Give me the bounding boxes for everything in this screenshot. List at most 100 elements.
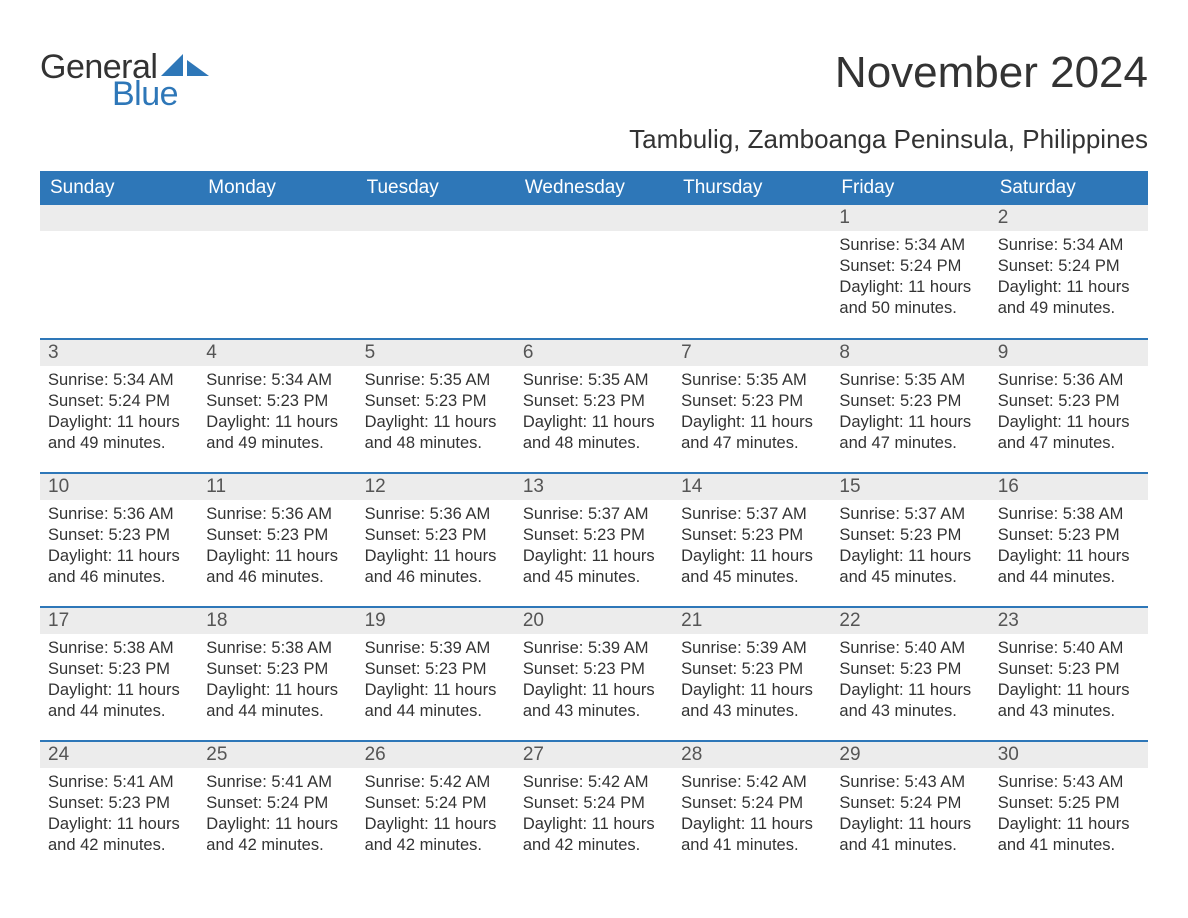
calendar-day-cell: 12Sunrise: 5:36 AMSunset: 5:23 PMDayligh… — [357, 473, 515, 607]
day-number — [673, 205, 831, 231]
day-details: Sunrise: 5:34 AMSunset: 5:23 PMDaylight:… — [198, 366, 356, 462]
day-number: 26 — [357, 742, 515, 768]
day-details: Sunrise: 5:39 AMSunset: 5:23 PMDaylight:… — [357, 634, 515, 730]
day-details: Sunrise: 5:42 AMSunset: 5:24 PMDaylight:… — [673, 768, 831, 864]
sunset-line: Sunset: 5:23 PM — [48, 525, 190, 546]
day-details: Sunrise: 5:37 AMSunset: 5:23 PMDaylight:… — [673, 500, 831, 596]
daylight-line: Daylight: 11 hours and 47 minutes. — [839, 412, 981, 454]
weekday-header: Monday — [198, 171, 356, 205]
calendar-day-cell: 17Sunrise: 5:38 AMSunset: 5:23 PMDayligh… — [40, 607, 198, 741]
day-number: 1 — [831, 205, 989, 231]
weekday-header: Thursday — [673, 171, 831, 205]
day-number: 20 — [515, 608, 673, 634]
daylight-line: Daylight: 11 hours and 48 minutes. — [365, 412, 507, 454]
sunrise-line: Sunrise: 5:35 AM — [523, 370, 665, 391]
day-details: Sunrise: 5:36 AMSunset: 5:23 PMDaylight:… — [357, 500, 515, 596]
sunset-line: Sunset: 5:23 PM — [365, 391, 507, 412]
sunset-line: Sunset: 5:23 PM — [365, 659, 507, 680]
day-details: Sunrise: 5:35 AMSunset: 5:23 PMDaylight:… — [831, 366, 989, 462]
day-details: Sunrise: 5:39 AMSunset: 5:23 PMDaylight:… — [515, 634, 673, 730]
calendar-day-cell: 6Sunrise: 5:35 AMSunset: 5:23 PMDaylight… — [515, 339, 673, 473]
daylight-line: Daylight: 11 hours and 49 minutes. — [206, 412, 348, 454]
calendar-day-cell: 16Sunrise: 5:38 AMSunset: 5:23 PMDayligh… — [990, 473, 1148, 607]
day-details: Sunrise: 5:36 AMSunset: 5:23 PMDaylight:… — [990, 366, 1148, 462]
day-details: Sunrise: 5:37 AMSunset: 5:23 PMDaylight:… — [831, 500, 989, 596]
day-number: 19 — [357, 608, 515, 634]
day-number: 30 — [990, 742, 1148, 768]
calendar-day-cell: 14Sunrise: 5:37 AMSunset: 5:23 PMDayligh… — [673, 473, 831, 607]
page-title: November 2024 — [835, 48, 1148, 98]
day-number: 8 — [831, 340, 989, 366]
calendar-day-cell — [673, 205, 831, 339]
calendar-day-cell — [515, 205, 673, 339]
day-number: 5 — [357, 340, 515, 366]
daylight-line: Daylight: 11 hours and 45 minutes. — [839, 546, 981, 588]
sunrise-line: Sunrise: 5:35 AM — [681, 370, 823, 391]
daylight-line: Daylight: 11 hours and 49 minutes. — [48, 412, 190, 454]
calendar-day-cell: 22Sunrise: 5:40 AMSunset: 5:23 PMDayligh… — [831, 607, 989, 741]
calendar-day-cell: 4Sunrise: 5:34 AMSunset: 5:23 PMDaylight… — [198, 339, 356, 473]
day-number: 29 — [831, 742, 989, 768]
calendar-day-cell: 13Sunrise: 5:37 AMSunset: 5:23 PMDayligh… — [515, 473, 673, 607]
day-number: 10 — [40, 474, 198, 500]
day-number — [40, 205, 198, 231]
daylight-line: Daylight: 11 hours and 48 minutes. — [523, 412, 665, 454]
calendar-day-cell: 1Sunrise: 5:34 AMSunset: 5:24 PMDaylight… — [831, 205, 989, 339]
calendar-day-cell: 2Sunrise: 5:34 AMSunset: 5:24 PMDaylight… — [990, 205, 1148, 339]
day-details: Sunrise: 5:35 AMSunset: 5:23 PMDaylight:… — [515, 366, 673, 462]
sunrise-line: Sunrise: 5:41 AM — [48, 772, 190, 793]
day-number: 21 — [673, 608, 831, 634]
day-details: Sunrise: 5:34 AMSunset: 5:24 PMDaylight:… — [40, 366, 198, 462]
sunrise-line: Sunrise: 5:39 AM — [365, 638, 507, 659]
calendar-week-row: 17Sunrise: 5:38 AMSunset: 5:23 PMDayligh… — [40, 607, 1148, 741]
header-row: General Blue November 2024 — [40, 48, 1148, 114]
sunset-line: Sunset: 5:23 PM — [523, 391, 665, 412]
day-number: 24 — [40, 742, 198, 768]
calendar-day-cell: 24Sunrise: 5:41 AMSunset: 5:23 PMDayligh… — [40, 741, 198, 875]
day-number: 12 — [357, 474, 515, 500]
day-number: 3 — [40, 340, 198, 366]
daylight-line: Daylight: 11 hours and 44 minutes. — [206, 680, 348, 722]
sunset-line: Sunset: 5:24 PM — [206, 793, 348, 814]
sunrise-line: Sunrise: 5:34 AM — [206, 370, 348, 391]
sunset-line: Sunset: 5:23 PM — [839, 391, 981, 412]
day-number: 23 — [990, 608, 1148, 634]
daylight-line: Daylight: 11 hours and 43 minutes. — [523, 680, 665, 722]
day-number: 27 — [515, 742, 673, 768]
daylight-line: Daylight: 11 hours and 44 minutes. — [365, 680, 507, 722]
daylight-line: Daylight: 11 hours and 41 minutes. — [998, 814, 1140, 856]
calendar-page: General Blue November 2024 Tambulig, Zam… — [0, 0, 1188, 915]
calendar-day-cell: 7Sunrise: 5:35 AMSunset: 5:23 PMDaylight… — [673, 339, 831, 473]
daylight-line: Daylight: 11 hours and 43 minutes. — [681, 680, 823, 722]
day-number — [357, 205, 515, 231]
calendar-week-row: 1Sunrise: 5:34 AMSunset: 5:24 PMDaylight… — [40, 205, 1148, 339]
sunrise-line: Sunrise: 5:36 AM — [365, 504, 507, 525]
day-details: Sunrise: 5:38 AMSunset: 5:23 PMDaylight:… — [40, 634, 198, 730]
sunrise-line: Sunrise: 5:37 AM — [523, 504, 665, 525]
day-number: 7 — [673, 340, 831, 366]
daylight-line: Daylight: 11 hours and 42 minutes. — [206, 814, 348, 856]
location-subtitle: Tambulig, Zamboanga Peninsula, Philippin… — [40, 124, 1148, 155]
calendar-day-cell: 30Sunrise: 5:43 AMSunset: 5:25 PMDayligh… — [990, 741, 1148, 875]
daylight-line: Daylight: 11 hours and 42 minutes. — [365, 814, 507, 856]
sunrise-line: Sunrise: 5:36 AM — [998, 370, 1140, 391]
daylight-line: Daylight: 11 hours and 42 minutes. — [48, 814, 190, 856]
day-number: 22 — [831, 608, 989, 634]
calendar-day-cell — [357, 205, 515, 339]
day-number: 13 — [515, 474, 673, 500]
day-details: Sunrise: 5:35 AMSunset: 5:23 PMDaylight:… — [357, 366, 515, 462]
daylight-line: Daylight: 11 hours and 45 minutes. — [523, 546, 665, 588]
sunrise-line: Sunrise: 5:35 AM — [365, 370, 507, 391]
calendar-day-cell — [198, 205, 356, 339]
sunrise-line: Sunrise: 5:38 AM — [998, 504, 1140, 525]
daylight-line: Daylight: 11 hours and 50 minutes. — [839, 277, 981, 319]
calendar-day-cell: 19Sunrise: 5:39 AMSunset: 5:23 PMDayligh… — [357, 607, 515, 741]
sunset-line: Sunset: 5:24 PM — [365, 793, 507, 814]
logo-text-blue: Blue — [112, 75, 178, 114]
day-number: 15 — [831, 474, 989, 500]
daylight-line: Daylight: 11 hours and 46 minutes. — [206, 546, 348, 588]
daylight-line: Daylight: 11 hours and 41 minutes. — [681, 814, 823, 856]
weekday-header: Friday — [831, 171, 989, 205]
day-details: Sunrise: 5:35 AMSunset: 5:23 PMDaylight:… — [673, 366, 831, 462]
sunset-line: Sunset: 5:24 PM — [523, 793, 665, 814]
